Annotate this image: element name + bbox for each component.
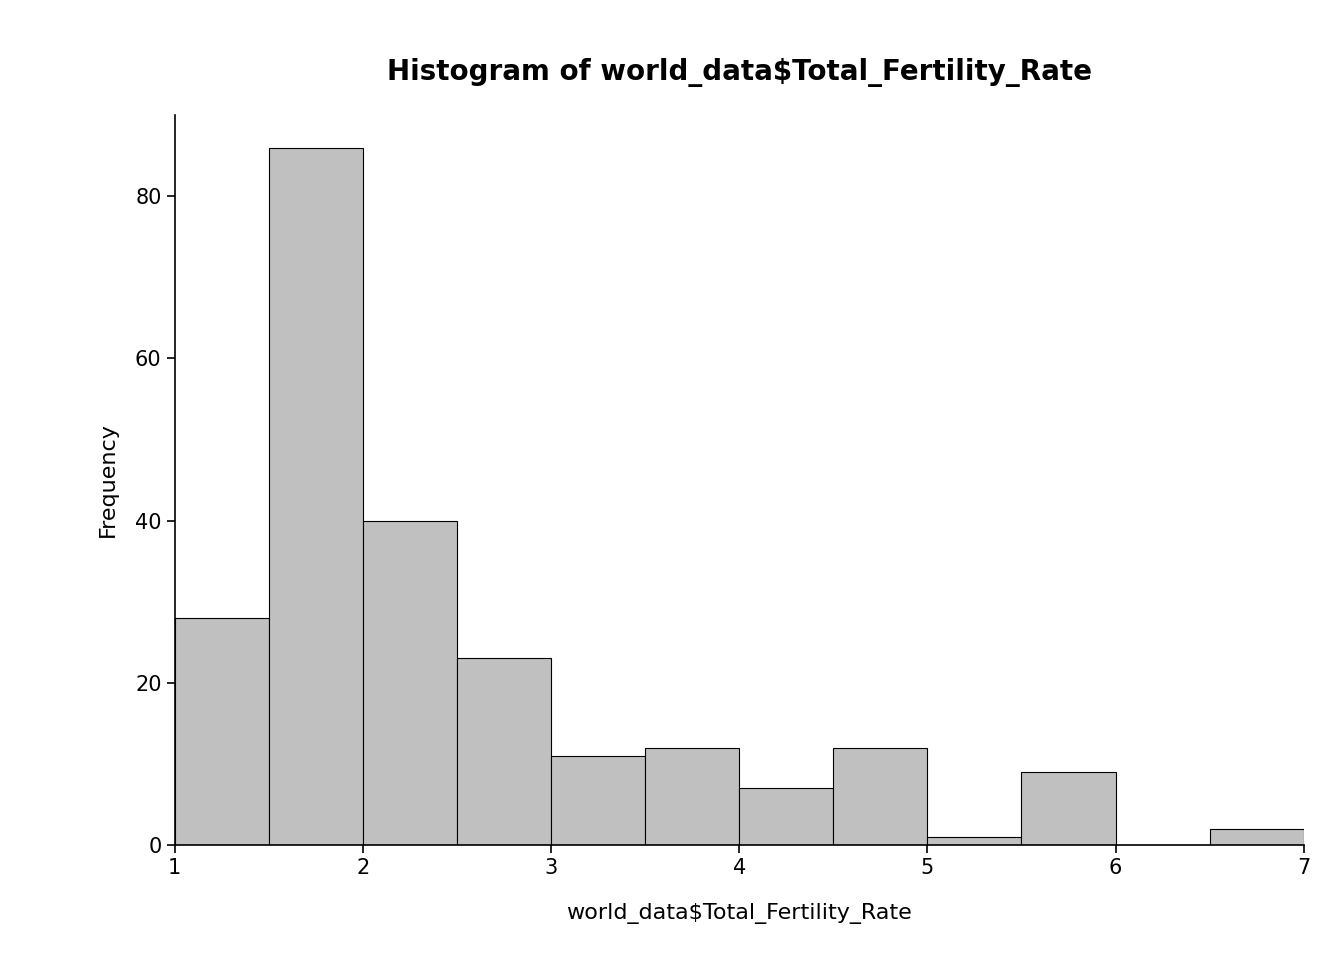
Bar: [363, 520, 457, 845]
Bar: [269, 148, 363, 845]
Bar: [645, 748, 739, 845]
Title: Histogram of world_data$Total_Fertility_Rate: Histogram of world_data$Total_Fertility_…: [387, 59, 1091, 87]
Bar: [739, 788, 833, 845]
Bar: [833, 748, 927, 845]
Bar: [1021, 772, 1116, 845]
Bar: [457, 659, 551, 845]
Bar: [551, 756, 645, 845]
Y-axis label: Frequency: Frequency: [98, 422, 118, 538]
X-axis label: world_data$Total_Fertility_Rate: world_data$Total_Fertility_Rate: [566, 903, 913, 924]
Bar: [927, 837, 1021, 845]
Bar: [175, 618, 269, 845]
Bar: [1210, 828, 1304, 845]
